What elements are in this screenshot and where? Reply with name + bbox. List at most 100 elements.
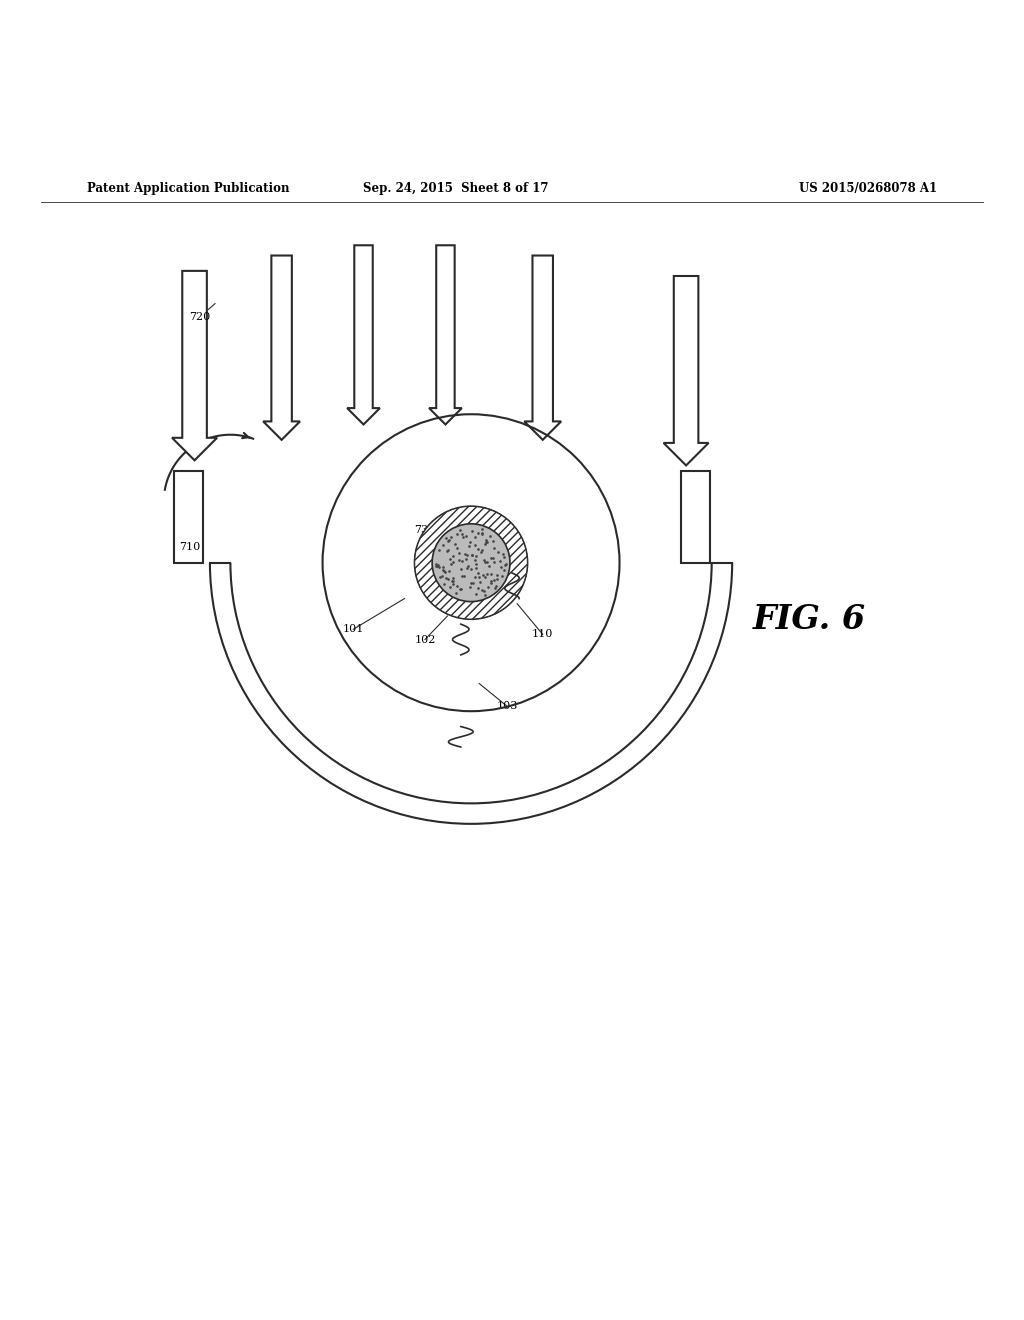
Point (468, 583, 484, 605)
Point (485, 531, 502, 552)
Point (438, 568, 455, 589)
Point (496, 560, 512, 581)
Point (467, 545, 483, 566)
Point (473, 541, 489, 562)
Point (480, 556, 497, 577)
Polygon shape (263, 256, 300, 440)
Point (463, 572, 479, 593)
Point (449, 537, 465, 558)
Point (497, 554, 513, 576)
Point (462, 531, 478, 552)
Point (464, 544, 480, 565)
Point (475, 565, 492, 586)
Point (485, 552, 502, 573)
Polygon shape (172, 271, 217, 461)
Point (475, 549, 492, 570)
Point (460, 556, 476, 577)
Point (445, 568, 462, 589)
Point (457, 543, 473, 564)
Point (463, 520, 479, 541)
Point (463, 558, 479, 579)
Point (467, 549, 483, 570)
Point (475, 581, 492, 602)
Point (452, 519, 468, 540)
Point (439, 569, 456, 590)
Point (477, 529, 494, 550)
Text: 730: 730 (415, 525, 435, 535)
Polygon shape (664, 276, 709, 466)
Point (452, 578, 468, 599)
Point (473, 524, 489, 545)
Point (478, 531, 495, 552)
Text: US 2015/0268078 A1: US 2015/0268078 A1 (799, 182, 937, 195)
Polygon shape (347, 246, 380, 425)
Point (493, 550, 509, 572)
Point (449, 524, 465, 545)
Text: 720: 720 (189, 312, 210, 322)
Point (452, 549, 468, 570)
Point (445, 546, 462, 568)
Point (452, 543, 468, 564)
Point (479, 577, 496, 598)
Point (496, 543, 512, 564)
Point (445, 570, 462, 591)
Point (463, 544, 479, 565)
Point (458, 525, 474, 546)
Point (494, 566, 510, 587)
Point (488, 565, 505, 586)
Point (442, 548, 459, 569)
Point (430, 554, 446, 576)
Point (431, 540, 447, 561)
Point (488, 569, 505, 590)
Point (467, 535, 483, 556)
Point (479, 532, 496, 553)
Point (459, 557, 475, 578)
Point (486, 537, 503, 558)
Point (487, 578, 504, 599)
Point (444, 570, 461, 591)
Point (435, 560, 452, 581)
Point (482, 572, 499, 593)
Point (428, 556, 444, 577)
Point (453, 578, 469, 599)
Point (440, 529, 457, 550)
Point (438, 540, 455, 561)
Point (429, 556, 445, 577)
Point (471, 566, 487, 587)
Point (473, 579, 489, 601)
Point (499, 553, 515, 574)
Point (468, 557, 484, 578)
Point (442, 527, 459, 548)
Point (474, 521, 490, 543)
Point (431, 556, 447, 577)
Bar (174, 470, 203, 562)
Point (472, 572, 488, 593)
Point (436, 573, 453, 594)
Text: 102: 102 (415, 635, 435, 644)
Point (477, 583, 494, 605)
Point (435, 535, 452, 556)
Point (483, 564, 500, 585)
Point (458, 549, 474, 570)
Point (443, 553, 460, 574)
Point (454, 523, 470, 544)
Point (485, 546, 502, 568)
Point (467, 566, 483, 587)
Point (470, 521, 486, 543)
Point (444, 552, 461, 573)
Point (470, 577, 486, 598)
Point (474, 540, 490, 561)
Point (483, 570, 500, 591)
Polygon shape (524, 256, 561, 440)
Point (470, 562, 486, 583)
Point (479, 564, 496, 585)
Point (456, 566, 472, 587)
Point (469, 539, 485, 560)
Text: 101: 101 (343, 624, 364, 635)
Text: 710: 710 (179, 543, 200, 552)
Point (445, 574, 462, 595)
Circle shape (415, 507, 527, 619)
Point (442, 577, 459, 598)
Point (461, 536, 477, 557)
Point (482, 525, 499, 546)
